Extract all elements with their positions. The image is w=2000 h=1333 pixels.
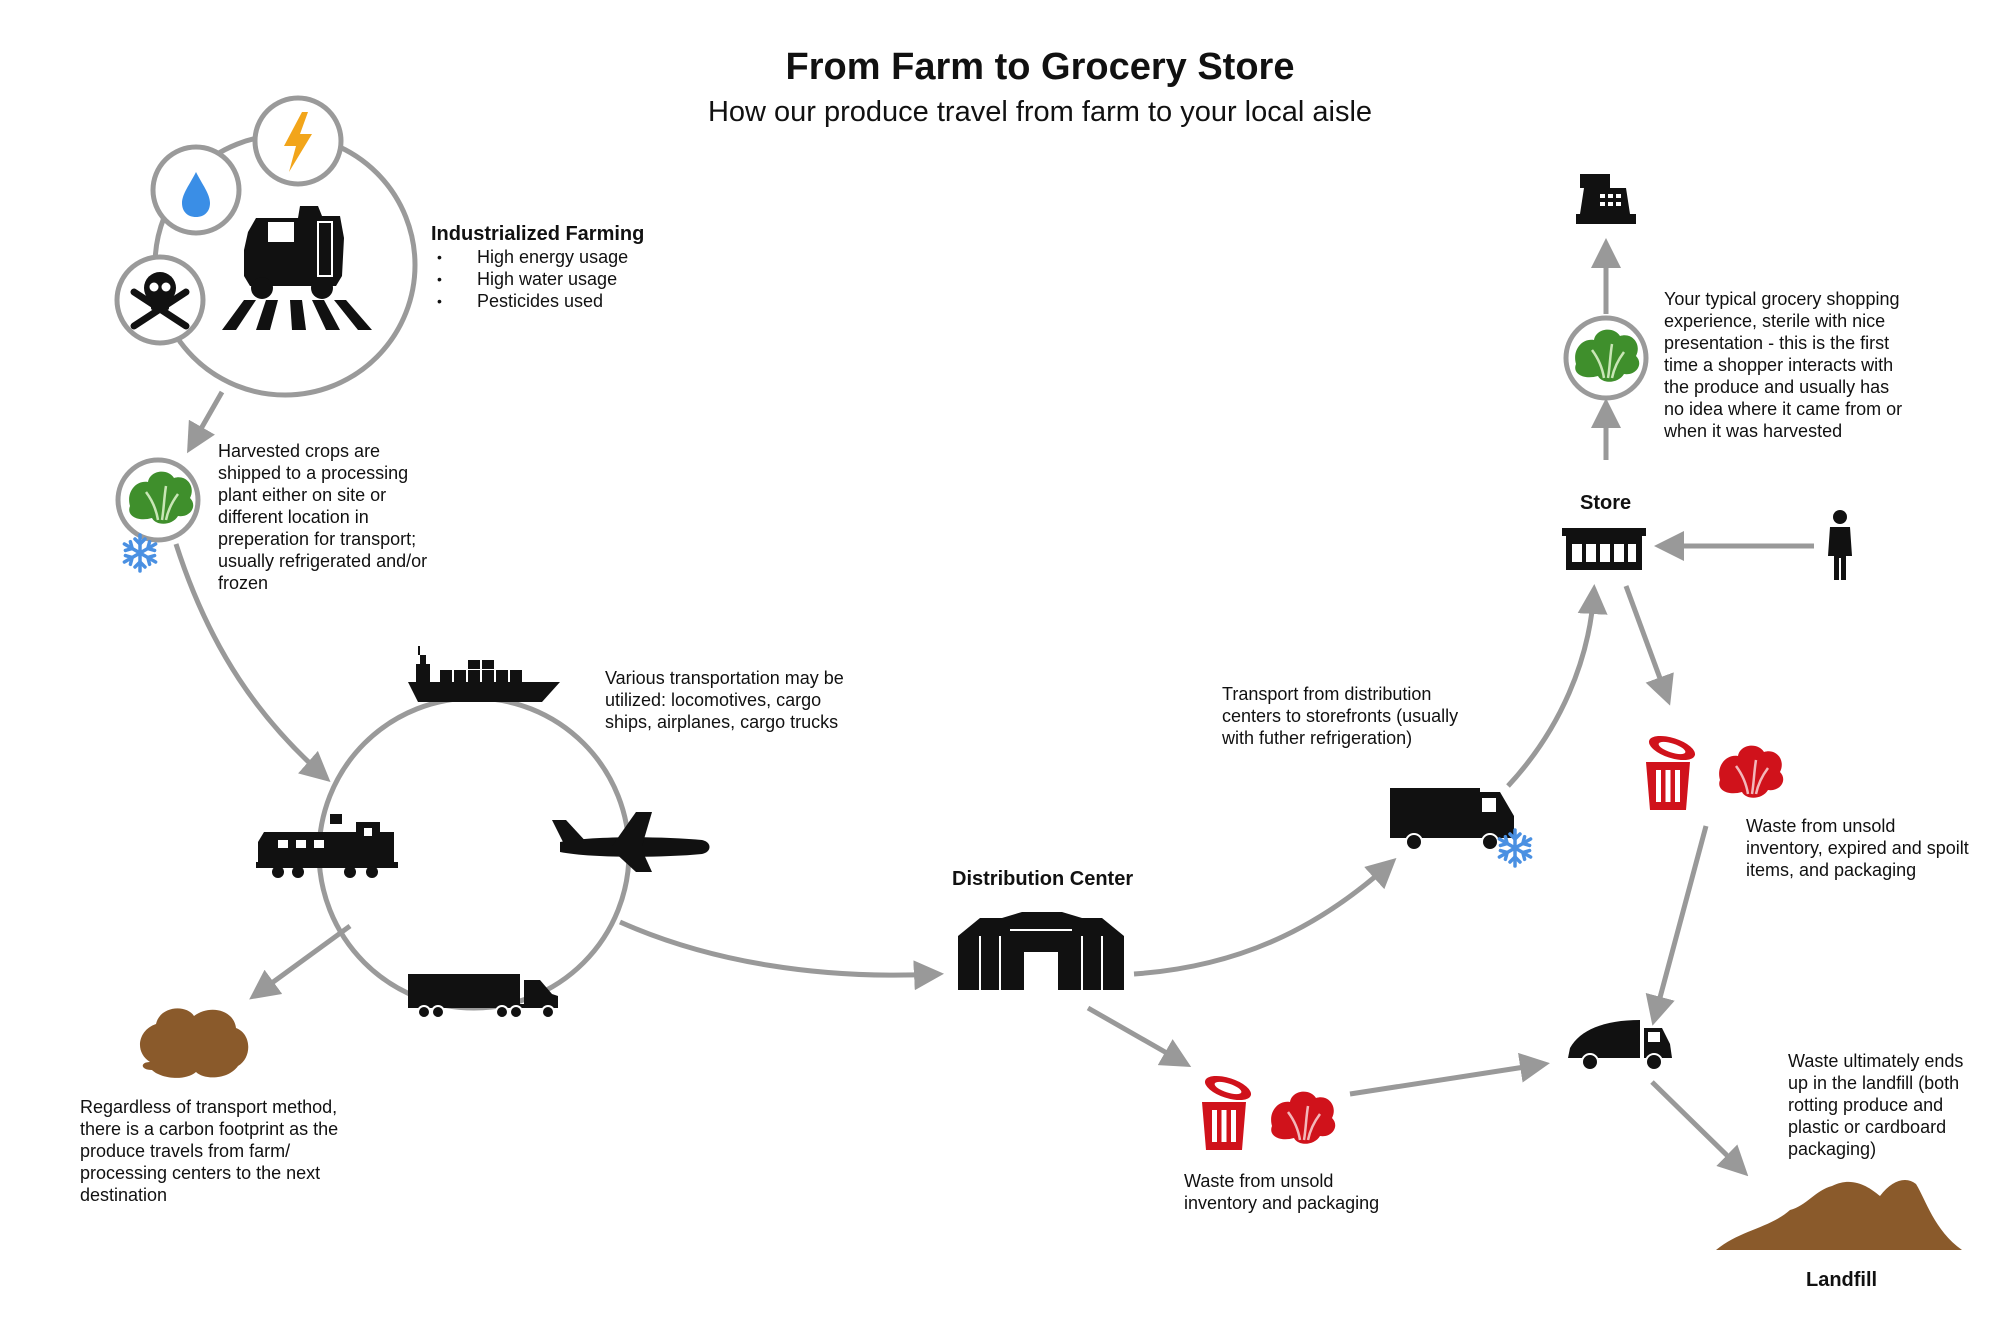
- text-line: packaging): [1788, 1139, 1877, 1159]
- store-trash-can-icon: [1646, 731, 1698, 810]
- water-drop-icon: [182, 172, 210, 217]
- text-line: time a shopper interacts with: [1664, 355, 1894, 375]
- ship-icon: [408, 646, 560, 702]
- text-line: Waste from unsold: [1746, 816, 1896, 836]
- text-line: with futher refrigeration): [1222, 728, 1413, 748]
- transport-text: Various transportation may be utilized: …: [605, 667, 844, 733]
- landfill-text: Waste ultimately ends up in the landfill…: [1788, 1050, 1963, 1160]
- shopping-text: Your typical grocery shopping experience…: [1664, 288, 1902, 442]
- garbage-truck-icon: [1568, 1020, 1672, 1071]
- farming-heading: Industrialized Farming: [431, 223, 645, 245]
- text-line: no idea where it came from or: [1664, 399, 1903, 419]
- text-line: usually refrigerated and/or: [218, 551, 428, 571]
- warehouse-icon: [958, 912, 1124, 990]
- farming-bullet: High water usage: [431, 268, 644, 290]
- semi-truck-icon: [408, 974, 558, 1019]
- text-line: centers to storefronts (usually: [1222, 706, 1459, 726]
- carbon-cloud-icon: [139, 1008, 249, 1078]
- text-line: when it was harvested: [1664, 421, 1843, 441]
- skull-icon: [130, 272, 190, 330]
- text-line: utilized: locomotives, cargo: [605, 690, 822, 710]
- person-icon: [1828, 510, 1852, 580]
- text-line: Transport from distribution: [1222, 684, 1432, 704]
- text-line: shipped to a processing: [218, 463, 409, 483]
- text-line: the produce and usually has: [1664, 377, 1890, 397]
- text-line: Your typical grocery shopping: [1664, 289, 1900, 309]
- storefront-text: Transport from distribution centers to s…: [1222, 683, 1458, 749]
- text-line: rotting produce and: [1788, 1095, 1944, 1115]
- text-line: inventory and packaging: [1184, 1193, 1380, 1213]
- farming-block: Industrialized Farming High energy usage…: [431, 222, 644, 312]
- text-line: ships, airplanes, cargo trucks: [605, 712, 839, 732]
- landfill-label: Landfill: [1806, 1269, 1878, 1291]
- text-line: produce travels from farm/: [80, 1141, 291, 1161]
- text-line: processing centers to the next: [80, 1163, 321, 1183]
- airplane-icon: [552, 812, 710, 872]
- connector-arrows: [173, 238, 1814, 1177]
- processing-text: Harvested crops are shipped to a process…: [218, 440, 427, 594]
- text-line: destination: [80, 1185, 168, 1205]
- farming-bullet: High energy usage: [431, 246, 644, 268]
- text-line: Waste ultimately ends: [1788, 1051, 1964, 1071]
- text-line: up in the landfill (both: [1788, 1073, 1960, 1093]
- wasted-lettuce-icon: [1269, 1090, 1337, 1146]
- text-line: there is a carbon footprint as the: [80, 1119, 339, 1139]
- text-line: Regardless of transport method,: [80, 1097, 338, 1117]
- trash-can-icon: [1202, 1071, 1254, 1150]
- text-line: inventory, expired and spoilt: [1746, 838, 1969, 858]
- carbon-text: Regardless of transport method, there is…: [80, 1096, 338, 1206]
- farming-bullet: Pesticides used: [431, 290, 644, 312]
- store-waste-text: Waste from unsold inventory, expired and…: [1746, 815, 1969, 881]
- lightning-icon: [284, 112, 312, 172]
- landfill-icon: [1716, 1180, 1962, 1250]
- text-line: Various transportation may be: [605, 668, 844, 688]
- text-line: items, and packaging: [1746, 860, 1917, 880]
- text-line: plastic or cardboard: [1788, 1117, 1947, 1137]
- cash-register-icon: [1576, 174, 1636, 224]
- text-line: plant either on site or: [218, 485, 387, 505]
- store-icon: [1562, 528, 1646, 570]
- text-line: presentation - this is the first: [1664, 333, 1890, 353]
- dc-waste-text: Waste from unsold inventory and packagin…: [1184, 1170, 1379, 1214]
- text-line: Waste from unsold: [1184, 1171, 1334, 1191]
- page-subtitle: How our produce travel from farm to your…: [707, 96, 1373, 128]
- delivery-truck-icon: [1390, 788, 1514, 851]
- text-line: experience, sterile with nice: [1664, 311, 1886, 331]
- tractor-icon: [222, 206, 372, 330]
- text-line: different location in: [218, 507, 369, 527]
- store-wasted-lettuce-icon: [1717, 744, 1785, 800]
- page-title: From Farm to Grocery Store: [785, 46, 1295, 88]
- store-label: Store: [1580, 492, 1632, 514]
- text-line: frozen: [218, 573, 269, 593]
- distribution-label: Distribution Center: [952, 868, 1134, 890]
- text-line: preperation for transport;: [218, 529, 417, 549]
- text-line: Harvested crops are: [218, 441, 381, 461]
- locomotive-icon: [256, 814, 398, 878]
